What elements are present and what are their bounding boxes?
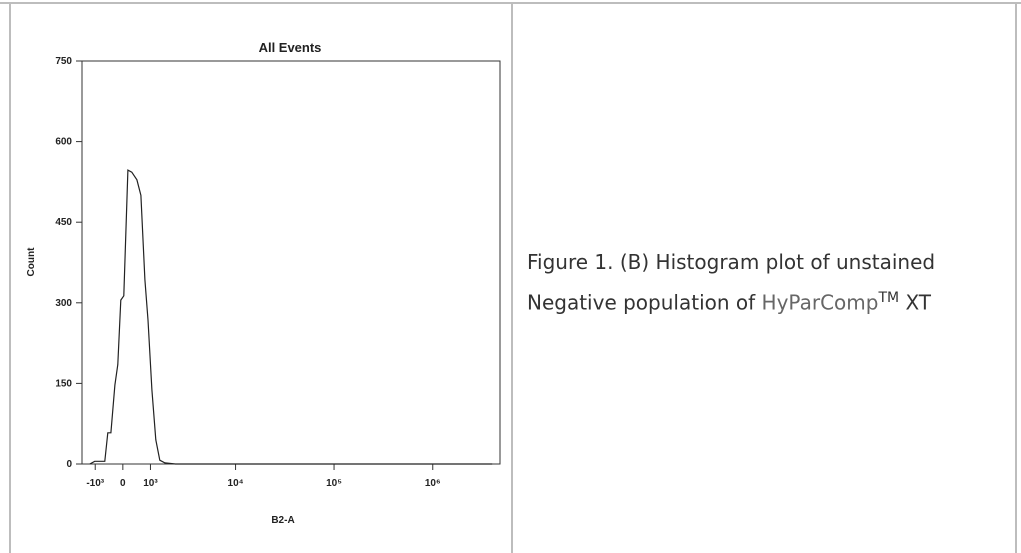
- caption-text: Figure 1. (B) Histogram plot of unstaine…: [527, 250, 936, 315]
- brand: HyParComp: [761, 290, 879, 315]
- table-border: [0, 2, 1021, 4]
- x-tick-label: -10³: [86, 478, 104, 489]
- histogram-line: [89, 169, 493, 465]
- y-axis-label: Count: [26, 247, 37, 277]
- caption-suffix: XT: [905, 290, 932, 315]
- x-tick-label: 10⁵: [326, 478, 342, 489]
- plot-frame: [81, 60, 501, 465]
- y-tick-label: 150: [55, 378, 72, 389]
- y-tick-label: 300: [55, 298, 72, 309]
- y-tick-label: 750: [55, 56, 72, 67]
- table-border: [9, 2, 11, 553]
- x-tick-label: 10³: [143, 478, 158, 489]
- y-tick-label: 450: [55, 217, 72, 228]
- chart-title: All Events: [259, 40, 322, 55]
- chart: All Events B2-A Count 0 150 300 450 600 750 -1…: [26, 40, 501, 526]
- table-border: [511, 2, 513, 553]
- x-tick-label: 0: [120, 478, 126, 489]
- trademark: TM: [878, 290, 900, 306]
- x-tick-label: 10⁶: [425, 478, 441, 489]
- table-border: [1015, 2, 1017, 553]
- y-tick-label: 0: [66, 459, 72, 470]
- x-axis-label: B2-A: [271, 515, 294, 526]
- caption: Figure 1. (B) Histogram plot of unstaine…: [527, 244, 997, 321]
- x-tick-label: 10⁴: [228, 478, 244, 489]
- y-tick-label: 600: [55, 137, 72, 148]
